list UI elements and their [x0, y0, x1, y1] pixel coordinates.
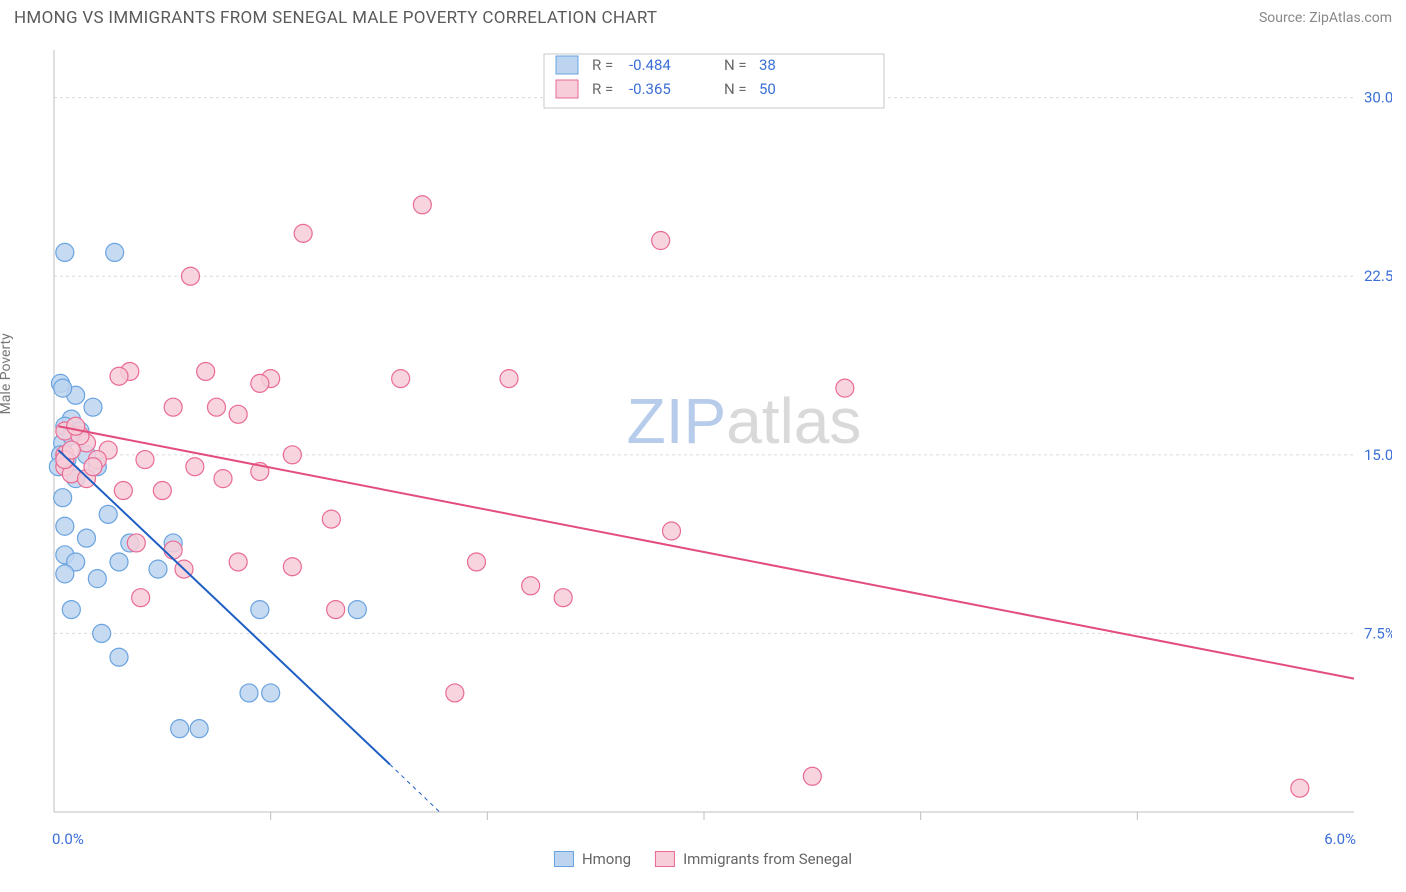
bottom-legend: Hmong Immigrants from Senegal — [554, 850, 852, 868]
legend-swatch — [655, 851, 675, 867]
source-label: Source: — [1259, 10, 1309, 26]
data-point — [56, 565, 74, 583]
data-point — [54, 489, 72, 507]
legend-item: Hmong — [554, 850, 631, 868]
data-point — [186, 458, 204, 476]
data-point — [652, 232, 670, 250]
chart-title: HMONG VS IMMIGRANTS FROM SENEGAL MALE PO… — [14, 8, 657, 28]
y-tick-label: 30.0% — [1364, 89, 1392, 107]
legend-r-value: -0.484 — [629, 56, 671, 74]
data-point — [803, 767, 821, 785]
legend-swatch — [556, 80, 578, 98]
legend-item: Immigrants from Senegal — [655, 850, 852, 868]
chart-header: HMONG VS IMMIGRANTS FROM SENEGAL MALE PO… — [0, 0, 1406, 32]
data-point — [127, 534, 145, 552]
legend-n-label: N = — [724, 56, 747, 74]
data-point — [327, 601, 345, 619]
source-name: ZipAtlas.com — [1309, 10, 1392, 26]
data-point — [294, 224, 312, 242]
data-point — [106, 243, 124, 261]
data-point — [197, 362, 215, 380]
scatter-chart: ZIPatlas 7.5% 15.0% 22.5% 30.0% 0.0% 6.0% R = -0… — [14, 32, 1392, 862]
y-tick-label: 22.5% — [1364, 267, 1392, 285]
data-point — [229, 405, 247, 423]
data-point — [1291, 779, 1309, 797]
data-point — [283, 446, 301, 464]
data-point — [522, 577, 540, 595]
data-point — [84, 398, 102, 416]
data-point — [190, 720, 208, 738]
data-point — [240, 684, 258, 702]
data-point — [110, 648, 128, 666]
source-attribution: Source: ZipAtlas.com — [1259, 10, 1392, 26]
data-point — [67, 417, 85, 435]
data-point — [171, 720, 189, 738]
legend-label: Immigrants from Senegal — [683, 850, 852, 868]
data-point — [283, 558, 301, 576]
legend-n-value: 50 — [759, 80, 776, 98]
data-point — [114, 482, 132, 500]
y-tick-label: 15.0% — [1364, 446, 1392, 464]
data-point — [93, 624, 111, 642]
data-point — [56, 517, 74, 535]
data-point — [836, 379, 854, 397]
y-axis-label: Male Poverty — [0, 333, 14, 414]
legend-r-label: R = — [592, 56, 613, 74]
data-point — [251, 601, 269, 619]
data-point — [153, 482, 171, 500]
data-point — [88, 570, 106, 588]
data-point — [110, 367, 128, 385]
data-point — [208, 398, 226, 416]
legend-n-value: 38 — [759, 56, 776, 74]
data-point — [56, 243, 74, 261]
data-point — [468, 553, 486, 571]
data-point — [229, 553, 247, 571]
y-tick-label: 7.5% — [1364, 624, 1392, 642]
data-point — [500, 370, 518, 388]
data-point — [446, 684, 464, 702]
data-point — [262, 684, 280, 702]
data-point — [62, 601, 80, 619]
x-axis-label-right: 6.0% — [1324, 830, 1356, 848]
chart-area: Male Poverty ZIPatlas7.5%15.0%22.5%30.0%… — [14, 32, 1392, 862]
data-point — [149, 560, 167, 578]
legend-swatch — [554, 851, 574, 867]
data-point — [348, 601, 366, 619]
trend-line-extrapolated — [390, 764, 440, 812]
data-point — [78, 529, 96, 547]
data-point — [136, 451, 154, 469]
data-point — [99, 505, 117, 523]
data-point — [554, 589, 572, 607]
data-point — [164, 398, 182, 416]
data-point — [392, 370, 410, 388]
data-point — [182, 267, 200, 285]
x-axis-label-left: 0.0% — [52, 830, 84, 848]
watermark: ZIPatlas — [627, 385, 862, 457]
data-point — [54, 379, 72, 397]
trend-line — [58, 426, 1354, 678]
data-point — [214, 470, 232, 488]
data-point — [132, 589, 150, 607]
legend-label: Hmong — [582, 850, 631, 868]
data-point — [322, 510, 340, 528]
legend-swatch — [556, 56, 578, 74]
data-point — [110, 553, 128, 571]
legend-r-label: R = — [592, 80, 613, 98]
legend-r-value: -0.365 — [629, 80, 671, 98]
data-point — [251, 374, 269, 392]
data-point — [164, 541, 182, 559]
data-point — [413, 196, 431, 214]
data-point — [663, 522, 681, 540]
data-point — [84, 458, 102, 476]
legend-n-label: N = — [724, 80, 747, 98]
